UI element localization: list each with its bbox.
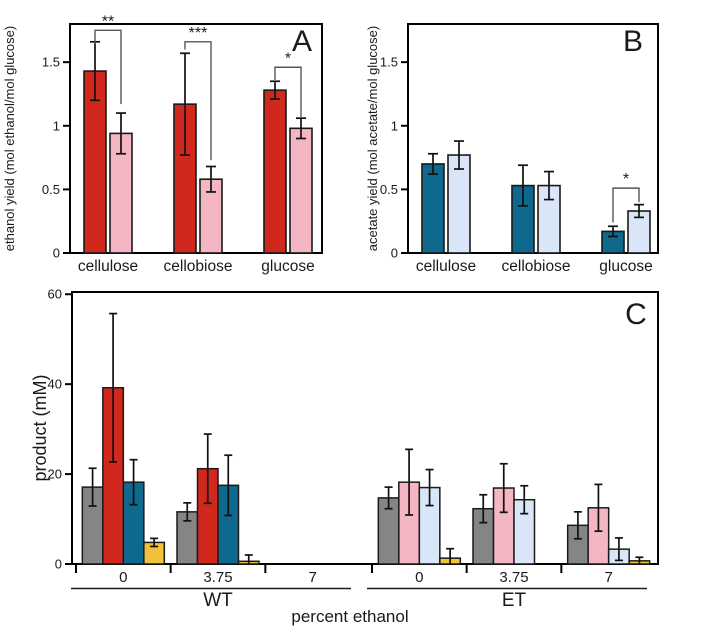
significance-label: ***: [189, 25, 208, 42]
group-label: 7: [308, 569, 316, 586]
group-label: 3.75: [203, 569, 232, 586]
category-label: cellulose: [78, 258, 138, 275]
y-tick-label: 0: [55, 557, 62, 572]
group-label: 7: [604, 569, 612, 586]
section-label: ET: [502, 590, 527, 611]
y-axis-label: product (mM): [30, 374, 50, 481]
y-tick-label: 20: [48, 467, 62, 482]
y-axis-label: acetate yield (mol acetate/mol glucose): [365, 26, 380, 251]
significance-bracket: [94, 29, 122, 105]
bar-dark-blue-cellulose: [421, 163, 445, 254]
significance-bracket: [184, 41, 212, 161]
significance-bracket: [274, 66, 302, 117]
bar-red-glucose: [263, 89, 287, 254]
y-tick-label: 0: [53, 246, 60, 261]
significance-bracket: [612, 187, 640, 223]
y-tick-label: 1.5: [42, 55, 60, 70]
y-tick-label: 1: [53, 118, 60, 133]
panel-letter: C: [625, 298, 647, 331]
category-label: glucose: [599, 258, 652, 275]
category-label: glucose: [261, 258, 314, 275]
panel-letter: B: [623, 25, 643, 58]
y-tick-label: 0.5: [380, 182, 398, 197]
y-axis-label: ethanol yield (mol ethanol/mol glucose): [2, 26, 17, 251]
y-tick-label: 1: [391, 118, 398, 133]
category-label: cellobiose: [502, 258, 571, 275]
bar-pink-glucose: [289, 127, 313, 254]
y-tick-label: 0.5: [42, 182, 60, 197]
significance-label: *: [623, 171, 629, 188]
category-label: cellulose: [416, 258, 476, 275]
significance-label: **: [102, 13, 114, 30]
y-tick-label: 60: [48, 287, 62, 302]
y-tick-label: 40: [48, 377, 62, 392]
y-tick-label: 0: [391, 246, 398, 261]
y-tick-label: 1.5: [380, 55, 398, 70]
group-label: 0: [415, 569, 423, 586]
category-label: cellobiose: [164, 258, 233, 275]
section-label: WT: [203, 590, 233, 611]
group-label: 3.75: [499, 569, 528, 586]
group-label: 0: [119, 569, 127, 586]
plot-frame: [71, 291, 659, 565]
significance-label: *: [285, 50, 291, 67]
x-axis-label: percent ethanol: [291, 607, 408, 626]
panel-letter: A: [292, 25, 312, 58]
